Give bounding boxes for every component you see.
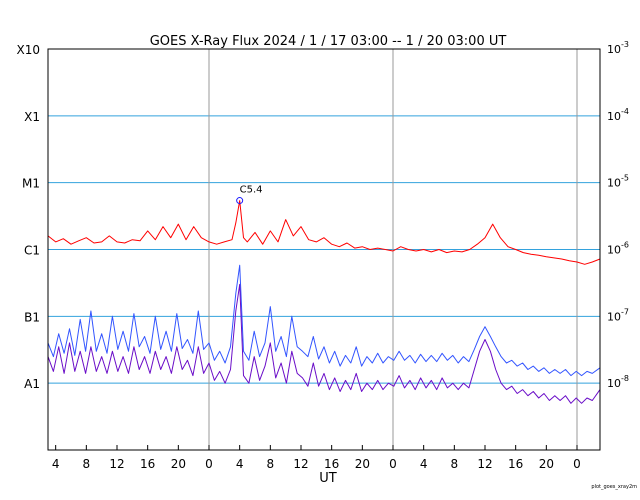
x-tick-label-8: 12 — [293, 457, 308, 471]
x-tick-label-6: 4 — [236, 457, 244, 471]
left-axis-label-2: M1 — [22, 177, 40, 191]
peak-label: C5.4 — [240, 185, 263, 196]
x-tick-label-11: 0 — [389, 457, 397, 471]
series-lines — [47, 200, 601, 404]
plot-frame — [47, 48, 601, 451]
left-axis-labels: X10 X1 M1 C1 B1 A1 — [17, 43, 41, 391]
footer-label: plot_goes_xray2m — [591, 484, 637, 490]
x-tick-label-1: 8 — [83, 457, 91, 471]
left-axis-label-1: X1 — [24, 110, 40, 124]
left-axis-label-0: X10 — [17, 43, 41, 57]
left-axis-label-5: A1 — [24, 377, 40, 391]
left-axis-label-4: B1 — [24, 310, 40, 324]
x-tick-label-14: 12 — [477, 457, 492, 471]
right-axis-label-4: 10-7 — [607, 307, 629, 323]
x-tick-label-12: 4 — [420, 457, 428, 471]
right-axis-label-5: 10-8 — [607, 374, 629, 390]
series-line-2 — [47, 283, 601, 404]
right-axis-label-1: 10-4 — [607, 107, 629, 123]
right-axis-label-2: 10-5 — [607, 174, 629, 190]
x-tick-label-3: 16 — [140, 457, 155, 471]
right-axis-labels: 10-3 10-4 10-5 10-6 10-7 10-8 — [607, 40, 629, 390]
chart-title: GOES X-Ray Flux 2024 / 1 / 17 03:00 -- 1… — [150, 34, 507, 49]
x-axis-ticks: 4 8 12 16 20 0 4 8 12 16 20 0 4 8 12 16 20 0 — [52, 445, 581, 471]
x-tick-label-2: 12 — [109, 457, 124, 471]
x-tick-label-4: 20 — [171, 457, 186, 471]
x-axis-label: UT — [319, 471, 337, 486]
x-tick-label-17: 0 — [573, 457, 581, 471]
series-line-0 — [47, 200, 601, 265]
peak-marker — [236, 197, 244, 205]
x-tick-label-10: 20 — [355, 457, 370, 471]
x-tick-label-15: 16 — [508, 457, 523, 471]
day-boundary-lines — [208, 49, 578, 450]
x-tick-label-16: 20 — [539, 457, 554, 471]
x-tick-label-9: 16 — [324, 457, 339, 471]
left-axis-label-3: C1 — [24, 244, 40, 258]
x-tick-label-13: 8 — [451, 457, 459, 471]
x-tick-label-5: 0 — [205, 457, 213, 471]
peak-annotation: C5.4 — [236, 185, 263, 205]
x-tick-label-0: 4 — [52, 457, 60, 471]
gridlines — [48, 115, 600, 384]
series-line-1 — [47, 264, 601, 377]
right-axis-label-3: 10-6 — [607, 241, 629, 257]
right-axis-label-0: 10-3 — [607, 40, 629, 56]
x-tick-label-7: 8 — [267, 457, 275, 471]
